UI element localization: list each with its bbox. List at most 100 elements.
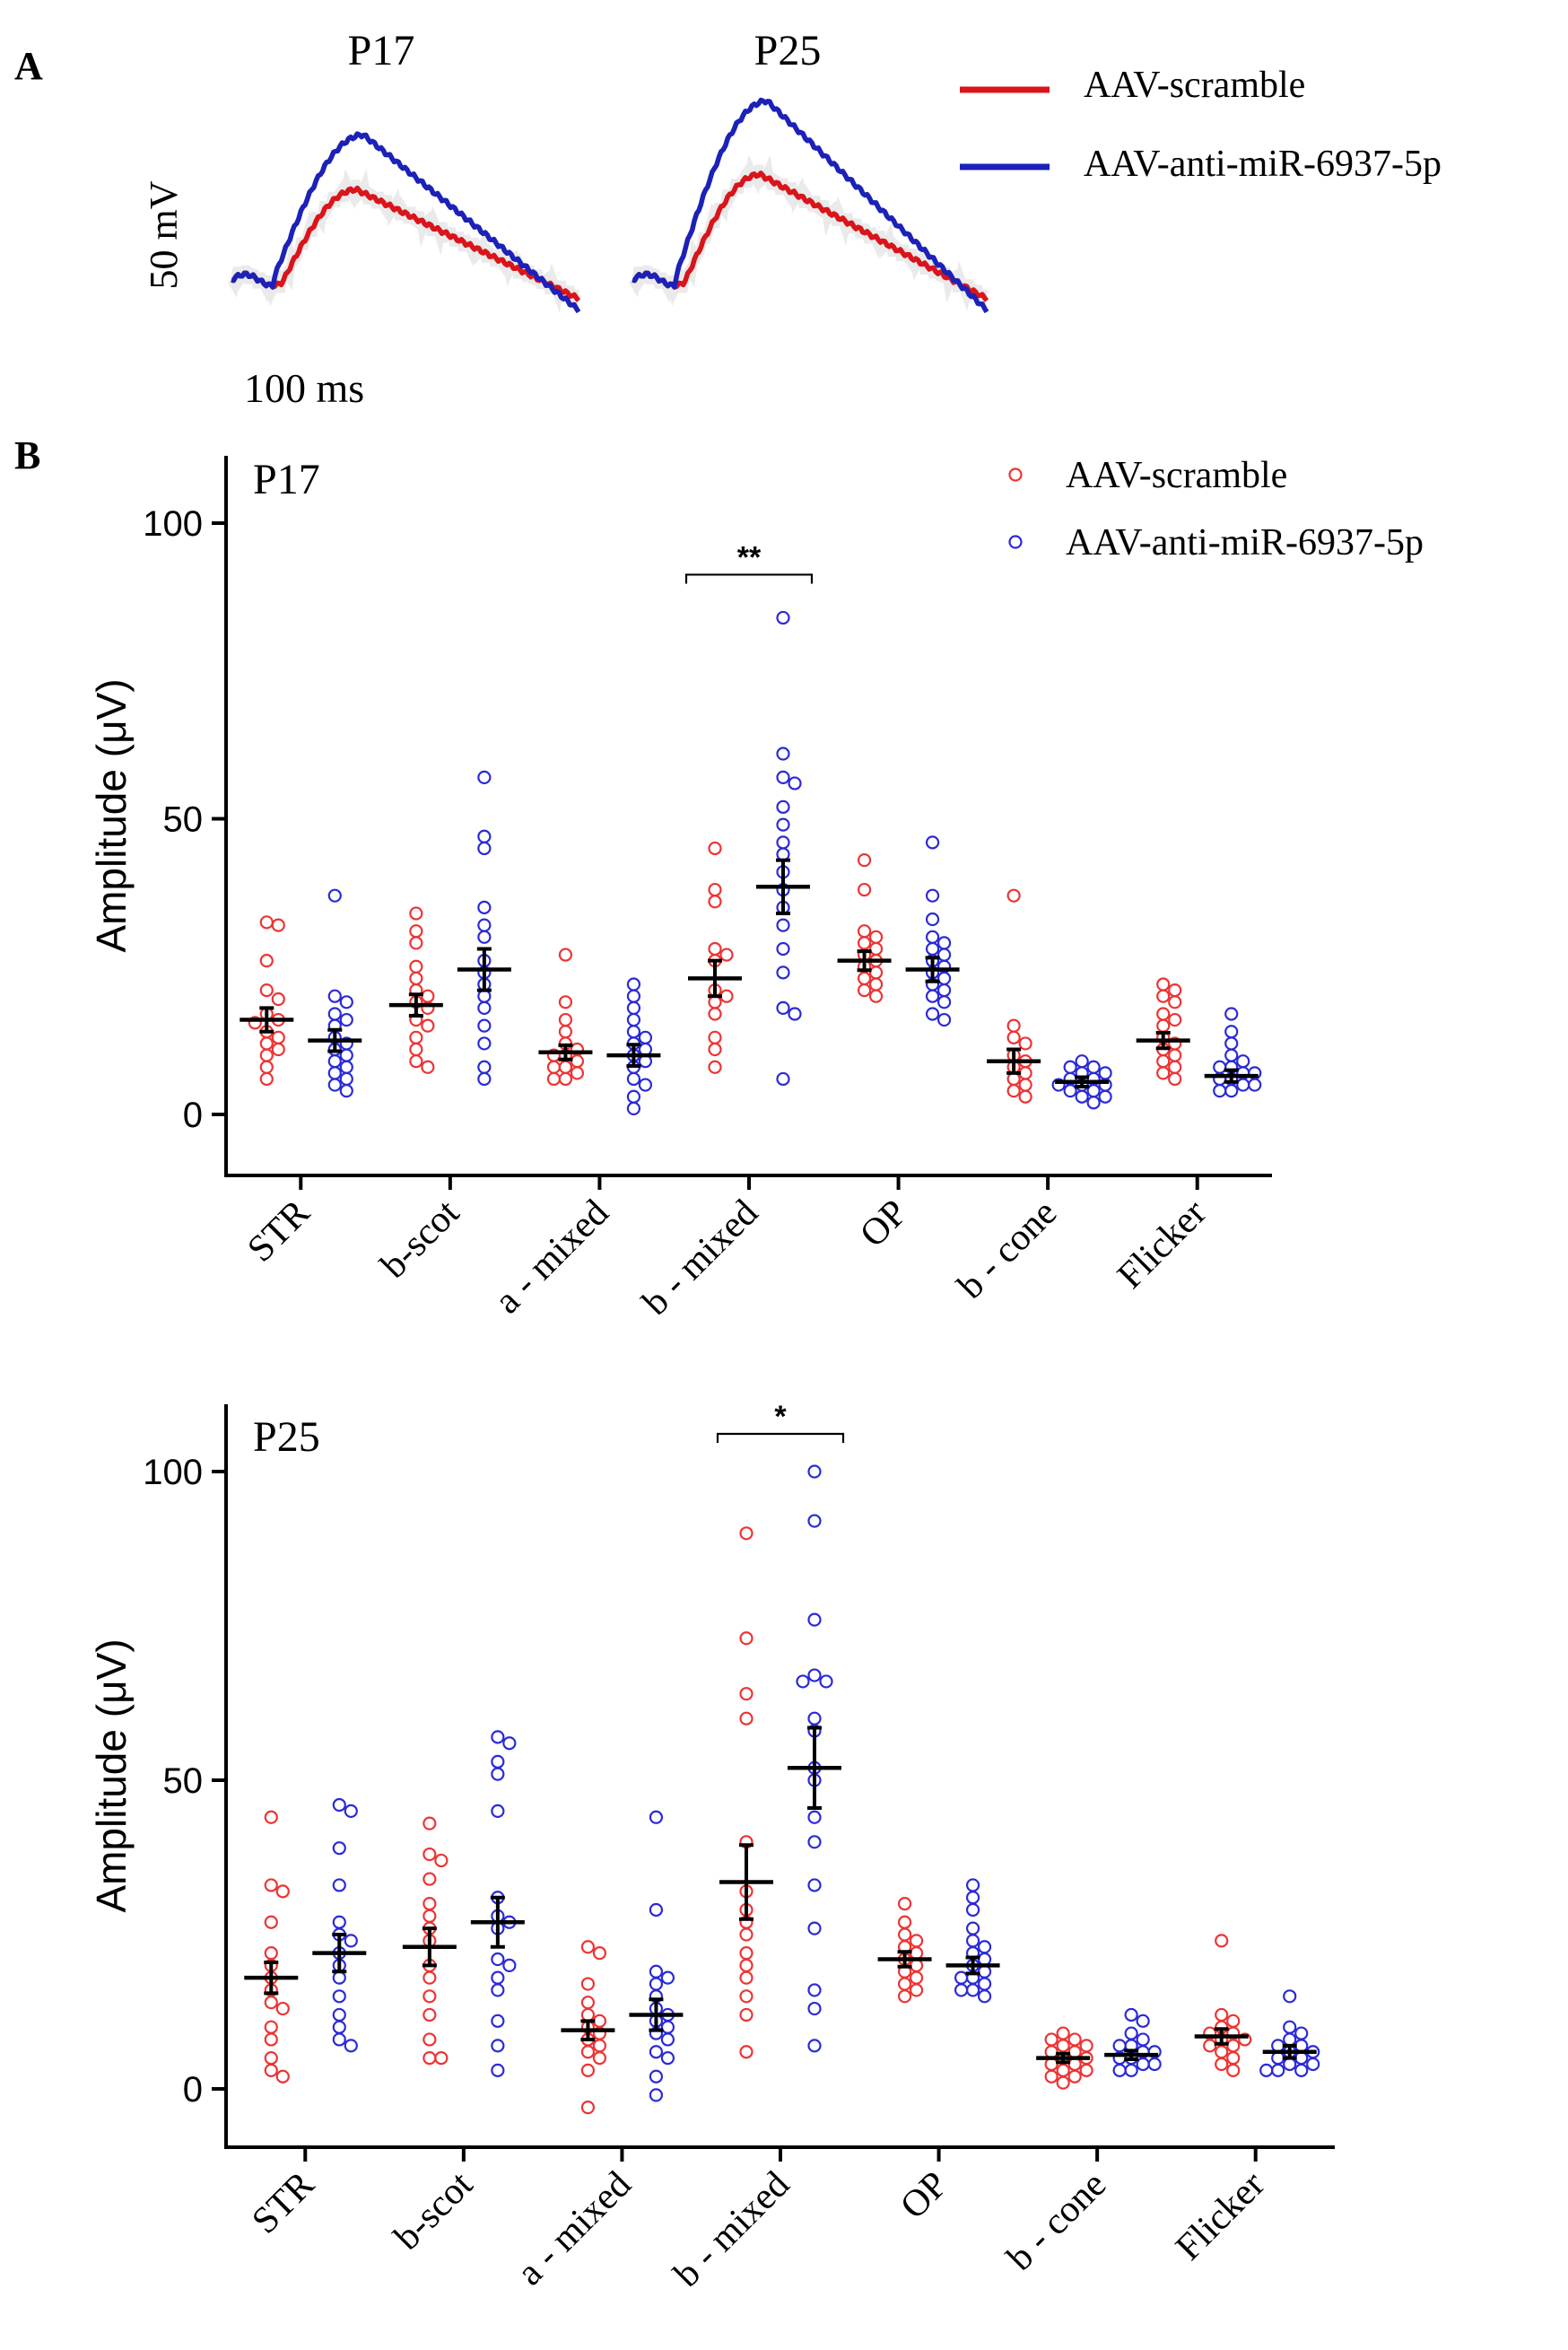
data-point xyxy=(1283,2057,1297,2072)
data-point xyxy=(776,770,790,784)
data-point xyxy=(1294,2063,1309,2077)
data-point xyxy=(739,1631,754,1646)
data-point xyxy=(1124,2026,1138,2040)
erg-traces xyxy=(227,97,989,314)
data-point xyxy=(264,2051,278,2066)
data-point xyxy=(422,2051,437,2066)
data-point xyxy=(580,1940,596,1954)
data-point xyxy=(339,1012,353,1027)
legend-b-scramble-marker xyxy=(1008,467,1023,482)
data-point xyxy=(868,941,884,957)
data-point xyxy=(1224,1025,1239,1039)
data-point xyxy=(491,2039,505,2053)
data-point xyxy=(857,924,872,939)
data-point xyxy=(327,1066,342,1080)
data-point xyxy=(936,948,952,962)
data-point xyxy=(626,1000,641,1015)
chart-p25: 0 50 100 Amplitude (μV) P25 STR b-scot a - mixe… xyxy=(88,1400,1335,2295)
data-point xyxy=(259,1048,274,1062)
data-point xyxy=(1018,1036,1032,1051)
data-point xyxy=(660,2020,675,2034)
data-point xyxy=(708,882,722,897)
data-point xyxy=(546,1060,562,1074)
data-point xyxy=(965,1934,980,1948)
data-point xyxy=(739,1526,754,1541)
data-point xyxy=(1098,1089,1112,1104)
data-point xyxy=(626,1089,641,1104)
data-point xyxy=(776,918,790,932)
data-point xyxy=(776,941,790,957)
data-point xyxy=(897,1989,912,2004)
data-point xyxy=(332,2007,346,2022)
trace-title-p17: P17 xyxy=(348,27,415,74)
data-point xyxy=(857,882,872,897)
data-point xyxy=(965,1983,980,1997)
chart-p17: 0 50 100 Amplitude (μV) P17 STR b-scot a - mixe… xyxy=(88,456,1272,1324)
data-point xyxy=(776,847,790,861)
data-point xyxy=(739,2045,754,2059)
data-point xyxy=(259,983,274,998)
data-point xyxy=(660,2032,675,2047)
data-point xyxy=(954,1970,969,1985)
data-point xyxy=(626,1071,641,1087)
data-point xyxy=(275,2001,290,2016)
data-point xyxy=(739,1711,754,1725)
data-point xyxy=(807,2001,822,2016)
data-point xyxy=(332,1989,346,2004)
x-tick-label: STR xyxy=(240,1192,318,1271)
data-point xyxy=(491,1767,505,1781)
data-point xyxy=(332,1797,346,1813)
data-point xyxy=(776,965,790,980)
data-point xyxy=(580,2045,596,2059)
data-point xyxy=(1056,2026,1070,2040)
data-point xyxy=(638,1030,653,1044)
data-point xyxy=(1168,983,1182,998)
data-point xyxy=(1213,1060,1227,1074)
data-point xyxy=(1112,2063,1127,2077)
data-point xyxy=(1063,1060,1077,1074)
data-point xyxy=(925,835,940,850)
panel-a: A P17 P25 50 mV 100 ms AAV-scramble AAV-… xyxy=(14,27,1442,411)
data-point xyxy=(977,1964,992,1979)
data-point xyxy=(708,1060,722,1074)
significance-label: * xyxy=(774,1400,787,1434)
data-point xyxy=(271,918,285,932)
data-point xyxy=(570,1066,585,1080)
data-point xyxy=(332,2020,346,2034)
scale-voltage-label: 50 mV xyxy=(142,180,186,289)
data-point xyxy=(422,1897,437,1911)
data-point xyxy=(788,1007,802,1021)
data-point xyxy=(807,2039,822,2053)
data-point xyxy=(977,1940,992,1954)
data-point xyxy=(857,971,872,986)
data-point xyxy=(327,1007,342,1021)
x-tick-label: Flicker xyxy=(1110,1192,1215,1297)
data-point xyxy=(807,1464,822,1479)
data-point xyxy=(422,1970,437,1985)
data-point xyxy=(807,1878,822,1892)
trace-title-p25: P25 xyxy=(754,27,822,74)
data-point xyxy=(339,995,353,1009)
data-point xyxy=(1156,977,1171,992)
x-tick-label: OP xyxy=(852,1192,916,1256)
data-point xyxy=(271,1042,285,1057)
panel-b-label: B xyxy=(14,433,40,477)
data-point xyxy=(409,936,423,950)
data-point xyxy=(739,1958,754,1972)
data-point xyxy=(1168,1012,1182,1027)
data-point xyxy=(807,1810,822,1824)
x-tick-label: a - mixed xyxy=(510,2164,640,2294)
data-point xyxy=(977,1952,992,1967)
data-point xyxy=(626,1025,641,1039)
data-point xyxy=(344,1804,358,1819)
data-point xyxy=(422,2032,437,2047)
data-point xyxy=(649,1964,664,1979)
data-point xyxy=(1156,1066,1171,1080)
data-point xyxy=(1018,1089,1032,1104)
data-point xyxy=(1203,2039,1217,2053)
trace-scramble-p17 xyxy=(231,185,581,302)
data-point xyxy=(1075,1054,1089,1069)
data-point xyxy=(264,1915,278,1929)
data-point xyxy=(1168,1060,1182,1074)
data-point xyxy=(477,900,492,914)
